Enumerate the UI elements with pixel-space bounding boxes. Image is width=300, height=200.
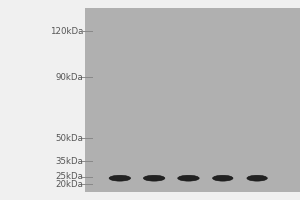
Text: 50kDa: 50kDa bbox=[55, 134, 83, 143]
Text: 20kDa: 20kDa bbox=[55, 180, 83, 189]
Text: 90kDa: 90kDa bbox=[55, 72, 83, 82]
Text: 35kDa: 35kDa bbox=[55, 157, 83, 166]
Text: 120kDa: 120kDa bbox=[50, 26, 83, 36]
Ellipse shape bbox=[213, 175, 233, 181]
Ellipse shape bbox=[178, 175, 199, 181]
Text: 25kDa: 25kDa bbox=[55, 172, 83, 181]
Ellipse shape bbox=[247, 175, 267, 181]
Ellipse shape bbox=[109, 175, 130, 181]
Ellipse shape bbox=[143, 175, 165, 181]
